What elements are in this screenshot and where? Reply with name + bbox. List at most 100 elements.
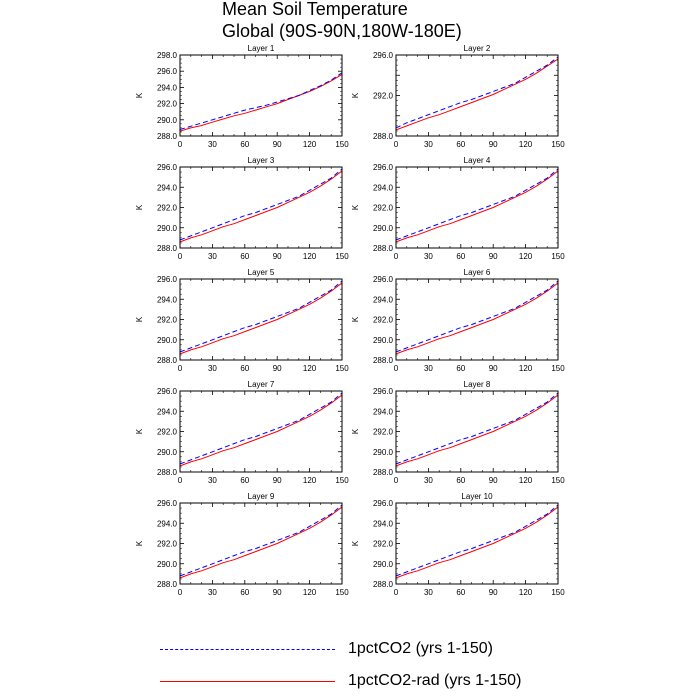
x-tick-label-layer-8: 90 (489, 476, 498, 485)
series-line-1pctco2-rad-yrs-1-150-layer-4 (395, 170, 559, 243)
y-tick-label-layer-4: 296.0 (373, 163, 394, 172)
y-tick-label-layer-8: 294.0 (373, 407, 394, 416)
x-tick-label-layer-4: 0 (394, 252, 399, 261)
series-line-1pctco2-rad-yrs-1-150-layer-2 (395, 58, 559, 131)
y-tick-label-layer-7: 290.0 (157, 448, 178, 457)
x-tick-label-layer-8: 150 (551, 476, 565, 485)
y-tick-label-layer-4: 292.0 (373, 204, 394, 213)
x-tick-label-layer-5: 120 (303, 364, 317, 373)
y-tick-label-layer-7: 294.0 (157, 407, 178, 416)
x-tick-label-layer-2: 0 (394, 140, 399, 149)
y-tick-label-layer-10: 292.0 (373, 540, 394, 549)
y-tick-label-layer-4: 294.0 (373, 183, 394, 192)
y-tick-label-layer-5: 290.0 (157, 336, 178, 345)
y-tick-label-layer-1: 296.0 (157, 67, 178, 76)
panel-title-layer-1: Layer 1 (248, 44, 275, 53)
y-tick-label-layer-1: 298.0 (157, 51, 178, 60)
y-tick-label-layer-9: 290.0 (157, 560, 178, 569)
x-tick-label-layer-9: 60 (240, 588, 249, 597)
y-axis-label-layer-3: K (135, 204, 144, 210)
series-line-1pctco2-yrs-1-150-layer-8 (395, 392, 559, 465)
panel-title-layer-6: Layer 6 (464, 268, 491, 277)
panel-layer-10: Layer 10 K 0 30 60 90 120 150 288.0 290.0 292.0 294… (351, 492, 565, 597)
y-tick-label-layer-7: 296.0 (157, 387, 178, 396)
plot-frame-layer-7 (179, 390, 343, 473)
series-line-1pctco2-yrs-1-150-layer-9 (179, 504, 343, 577)
x-tick-label-layer-4: 150 (551, 252, 565, 261)
y-tick-label-layer-8: 290.0 (373, 448, 394, 457)
series-line-1pctco2-yrs-1-150-layer-5 (179, 280, 343, 353)
x-tick-label-layer-4: 30 (424, 252, 433, 261)
panel-layer-8: Layer 8 K 0 30 60 90 120 150 288.0 290.0 292.0 294.… (351, 380, 565, 485)
series-line-1pctco2-rad-yrs-1-150-layer-9 (179, 506, 343, 579)
x-tick-label-layer-7: 30 (208, 476, 217, 485)
panel-title-layer-8: Layer 8 (464, 380, 491, 389)
plot-frame-layer-10 (395, 502, 559, 585)
plot-frame-layer-3 (179, 166, 343, 249)
x-tick-label-layer-3: 120 (303, 252, 317, 261)
x-tick-label-layer-5: 150 (335, 364, 349, 373)
y-axis-label-layer-7: K (135, 428, 144, 434)
chart-title: Mean Soil Temperature (222, 0, 408, 19)
x-tick-label-layer-8: 60 (456, 476, 465, 485)
x-tick-label-layer-3: 150 (335, 252, 349, 261)
x-tick-label-layer-7: 90 (273, 476, 282, 485)
panel-title-layer-3: Layer 3 (248, 156, 275, 165)
y-tick-label-layer-4: 288.0 (373, 244, 394, 253)
x-tick-label-layer-7: 120 (303, 476, 317, 485)
x-tick-label-layer-10: 30 (424, 588, 433, 597)
y-tick-label-layer-2: 292.0 (373, 92, 394, 101)
x-tick-label-layer-6: 150 (551, 364, 565, 373)
series-line-1pctco2-rad-yrs-1-150-layer-7 (179, 394, 343, 467)
panel-title-layer-9: Layer 9 (248, 492, 275, 501)
x-tick-label-layer-2: 30 (424, 140, 433, 149)
panel-layer-9: Layer 9 K 0 30 60 90 120 150 288.0 290.0 292.0 294.… (135, 492, 349, 597)
x-tick-label-layer-6: 60 (456, 364, 465, 373)
x-tick-label-layer-3: 0 (178, 252, 183, 261)
x-tick-label-layer-3: 60 (240, 252, 249, 261)
x-tick-label-layer-4: 120 (519, 252, 533, 261)
x-tick-label-layer-10: 90 (489, 588, 498, 597)
y-tick-label-layer-9: 292.0 (157, 540, 178, 549)
x-tick-label-layer-2: 90 (489, 140, 498, 149)
y-tick-label-layer-8: 296.0 (373, 387, 394, 396)
y-tick-label-layer-10: 296.0 (373, 499, 394, 508)
y-axis-label-layer-1: K (135, 92, 144, 98)
y-tick-label-layer-1: 294.0 (157, 83, 178, 92)
series-line-1pctco2-yrs-1-150-layer-7 (179, 392, 343, 465)
y-tick-label-layer-9: 296.0 (157, 499, 178, 508)
x-tick-label-layer-6: 0 (394, 364, 399, 373)
x-tick-label-layer-9: 30 (208, 588, 217, 597)
x-tick-label-layer-5: 60 (240, 364, 249, 373)
x-tick-label-layer-5: 0 (178, 364, 183, 373)
x-tick-label-layer-3: 30 (208, 252, 217, 261)
legend-label-1pctco2: 1pctCO2 (yrs 1-150) (348, 640, 493, 657)
legend-entry-1pctco2: 1pctCO2 (yrs 1-150) (160, 638, 580, 662)
panel-title-layer-2: Layer 2 (464, 44, 491, 53)
y-tick-label-layer-7: 288.0 (157, 468, 178, 477)
y-tick-label-layer-10: 290.0 (373, 560, 394, 569)
series-line-1pctco2-rad-yrs-1-150-layer-5 (179, 282, 343, 355)
y-tick-label-layer-1: 292.0 (157, 100, 178, 109)
x-tick-label-layer-9: 90 (273, 588, 282, 597)
panel-title-layer-7: Layer 7 (248, 380, 275, 389)
plot-frame-layer-6 (395, 278, 559, 361)
legend-swatch-1pctco2-rad (160, 681, 335, 682)
series-line-1pctco2-yrs-1-150-layer-2 (395, 56, 559, 129)
y-tick-label-layer-6: 288.0 (373, 356, 394, 365)
panel-layer-3: Layer 3 K 0 30 60 90 120 150 288.0 290.0 292.0 294.… (135, 156, 349, 261)
y-tick-label-layer-5: 296.0 (157, 275, 178, 284)
x-tick-label-layer-6: 30 (424, 364, 433, 373)
y-tick-label-layer-3: 288.0 (157, 244, 178, 253)
y-tick-label-layer-9: 294.0 (157, 519, 178, 528)
y-tick-label-layer-7: 292.0 (157, 428, 178, 437)
y-tick-label-layer-3: 294.0 (157, 183, 178, 192)
series-line-1pctco2-yrs-1-150-layer-6 (395, 280, 559, 353)
x-tick-label-layer-10: 120 (519, 588, 533, 597)
y-tick-label-layer-4: 290.0 (373, 224, 394, 233)
series-line-1pctco2-rad-yrs-1-150-layer-10 (395, 506, 559, 579)
y-axis-label-layer-10: K (351, 540, 360, 546)
x-tick-label-layer-8: 0 (394, 476, 399, 485)
series-line-1pctco2-rad-yrs-1-150-layer-1 (179, 73, 343, 132)
x-tick-label-layer-1: 150 (335, 140, 349, 149)
